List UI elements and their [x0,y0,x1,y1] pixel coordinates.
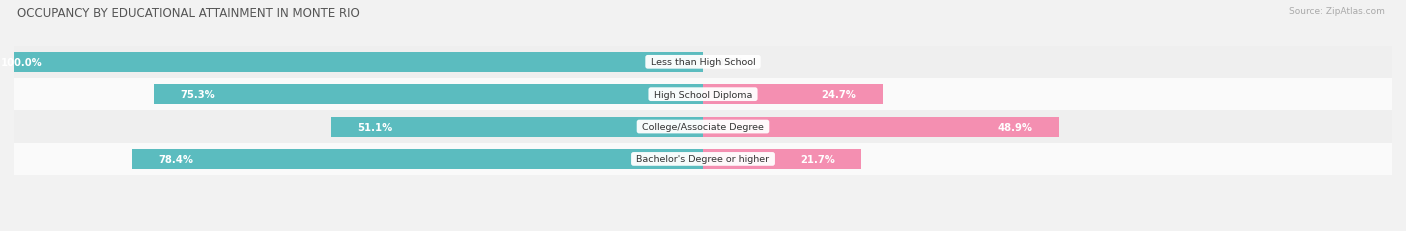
Text: Bachelor's Degree or higher: Bachelor's Degree or higher [634,155,772,164]
Bar [155,85,703,105]
Text: 24.7%: 24.7% [821,90,856,100]
Bar [330,117,703,137]
Bar [14,111,1392,143]
Text: OCCUPANCY BY EDUCATIONAL ATTAINMENT IN MONTE RIO: OCCUPANCY BY EDUCATIONAL ATTAINMENT IN M… [17,7,360,20]
Bar [132,149,703,169]
Legend: Owner-occupied, Renter-occupied: Owner-occupied, Renter-occupied [598,229,808,231]
Text: 100.0%: 100.0% [1,58,42,67]
Bar [703,117,1059,137]
Bar [14,46,1392,79]
Text: Less than High School: Less than High School [648,58,758,67]
Text: Source: ZipAtlas.com: Source: ZipAtlas.com [1289,7,1385,16]
Text: 0.0%: 0.0% [716,58,744,67]
Text: 78.4%: 78.4% [159,154,193,164]
Text: 48.9%: 48.9% [998,122,1033,132]
Bar [703,85,883,105]
Text: College/Associate Degree: College/Associate Degree [640,122,766,131]
Text: High School Diploma: High School Diploma [651,90,755,99]
Bar [703,149,860,169]
Bar [14,79,1392,111]
Text: 21.7%: 21.7% [800,154,835,164]
Text: 75.3%: 75.3% [181,90,215,100]
Bar [0,52,703,73]
Text: 51.1%: 51.1% [357,122,392,132]
Bar [14,143,1392,175]
